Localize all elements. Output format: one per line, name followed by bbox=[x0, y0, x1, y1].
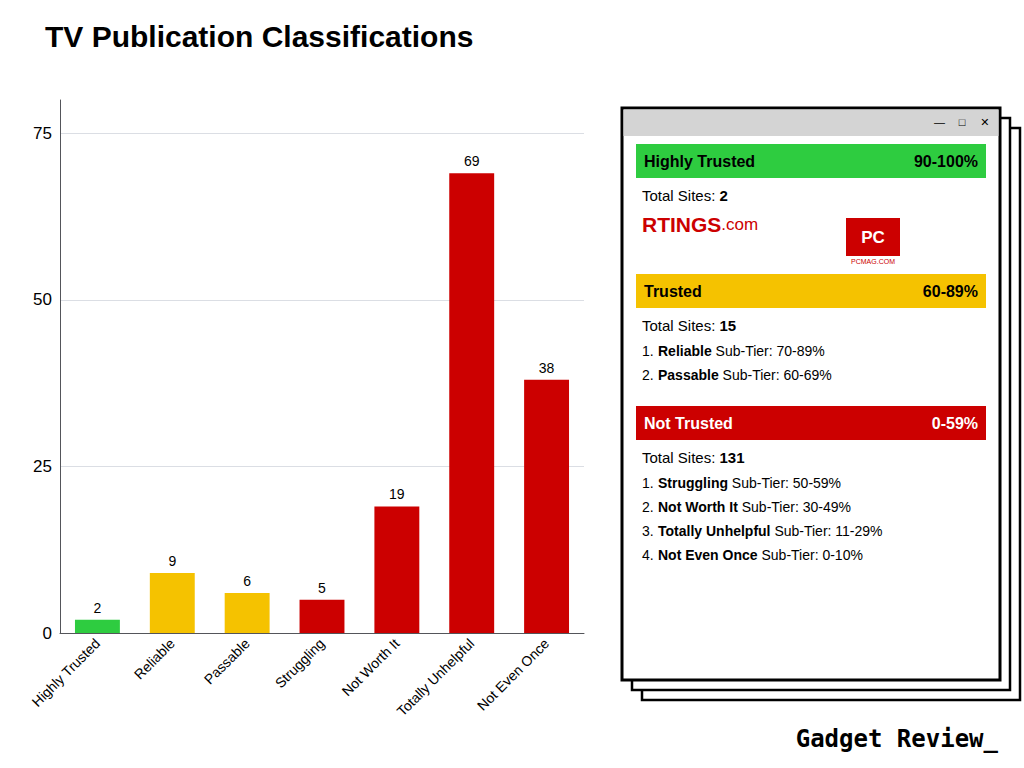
svg-text:Sub-Tier: 50-59%: Sub-Tier: 50-59% bbox=[728, 475, 841, 491]
svg-text:Sub-Tier: 30-49%: Sub-Tier: 30-49% bbox=[738, 499, 851, 515]
svg-text:Totally Unhelpful: Totally Unhelpful bbox=[658, 523, 771, 539]
svg-text:0: 0 bbox=[43, 624, 52, 643]
svg-text:.com: .com bbox=[721, 215, 758, 234]
svg-text:Sub-Tier: 0-10%: Sub-Tier: 0-10% bbox=[758, 547, 863, 563]
svg-text:50: 50 bbox=[33, 290, 52, 309]
svg-text:—: — bbox=[934, 116, 945, 128]
svg-text:2.: 2. bbox=[642, 367, 654, 383]
svg-text:Gadget Review_: Gadget Review_ bbox=[796, 725, 999, 753]
svg-text:25: 25 bbox=[33, 457, 52, 476]
svg-text:15: 15 bbox=[720, 317, 737, 334]
svg-text:75: 75 bbox=[33, 124, 52, 143]
svg-text:2.: 2. bbox=[642, 499, 654, 515]
svg-text:✕: ✕ bbox=[980, 116, 989, 128]
svg-text:3.: 3. bbox=[642, 523, 654, 539]
svg-text:Total Sites:: Total Sites: bbox=[642, 449, 720, 466]
svg-text:Not Even Once: Not Even Once bbox=[658, 547, 758, 563]
svg-text:□: □ bbox=[959, 116, 966, 128]
svg-text:Sub-Tier: 11-29%: Sub-Tier: 11-29% bbox=[771, 523, 883, 539]
svg-text:69: 69 bbox=[464, 153, 480, 169]
svg-text:0-59%: 0-59% bbox=[932, 415, 978, 432]
svg-text:Reliable: Reliable bbox=[658, 343, 712, 359]
svg-text:PCMAG.COM: PCMAG.COM bbox=[851, 258, 895, 265]
svg-text:Sub-Tier: 60-69%: Sub-Tier: 60-69% bbox=[719, 367, 832, 383]
svg-text:Highly Trusted: Highly Trusted bbox=[29, 635, 104, 710]
svg-text:2: 2 bbox=[720, 187, 728, 204]
svg-text:1.: 1. bbox=[642, 343, 654, 359]
svg-text:38: 38 bbox=[539, 360, 555, 376]
svg-text:4.: 4. bbox=[642, 547, 654, 563]
svg-text:Not Even Once: Not Even Once bbox=[474, 635, 553, 714]
svg-text:Not Worth It: Not Worth It bbox=[658, 499, 738, 515]
svg-text:Passable: Passable bbox=[658, 367, 719, 383]
svg-text:Totally Unhelpful: Totally Unhelpful bbox=[394, 635, 478, 719]
svg-text:Total Sites:: Total Sites: bbox=[642, 317, 720, 334]
svg-text:Not Trusted: Not Trusted bbox=[644, 415, 733, 432]
svg-text:Sub-Tier: 70-89%: Sub-Tier: 70-89% bbox=[712, 343, 825, 359]
svg-text:Struggling: Struggling bbox=[272, 635, 328, 691]
svg-text:60-89%: 60-89% bbox=[923, 283, 978, 300]
svg-text:Not Worth It: Not Worth It bbox=[339, 635, 403, 699]
svg-text:PC: PC bbox=[861, 228, 885, 247]
svg-text:1.: 1. bbox=[642, 475, 654, 491]
svg-text:Total Sites:: Total Sites: bbox=[642, 187, 720, 204]
svg-text:Passable: Passable bbox=[201, 635, 253, 687]
svg-text:Reliable: Reliable bbox=[131, 635, 178, 682]
svg-text:9: 9 bbox=[168, 553, 176, 569]
svg-text:19: 19 bbox=[389, 486, 405, 502]
svg-text:2: 2 bbox=[94, 600, 102, 616]
svg-text:Highly Trusted: Highly Trusted bbox=[644, 153, 755, 170]
svg-text:90-100%: 90-100% bbox=[914, 153, 978, 170]
svg-text:Struggling: Struggling bbox=[658, 475, 728, 491]
svg-text:131: 131 bbox=[720, 449, 745, 466]
svg-text:TV Publication Classifications: TV Publication Classifications bbox=[45, 20, 473, 53]
svg-text:RTINGS: RTINGS bbox=[642, 213, 721, 236]
svg-text:6: 6 bbox=[243, 573, 251, 589]
svg-text:Trusted: Trusted bbox=[644, 283, 702, 300]
svg-text:5: 5 bbox=[318, 580, 326, 596]
